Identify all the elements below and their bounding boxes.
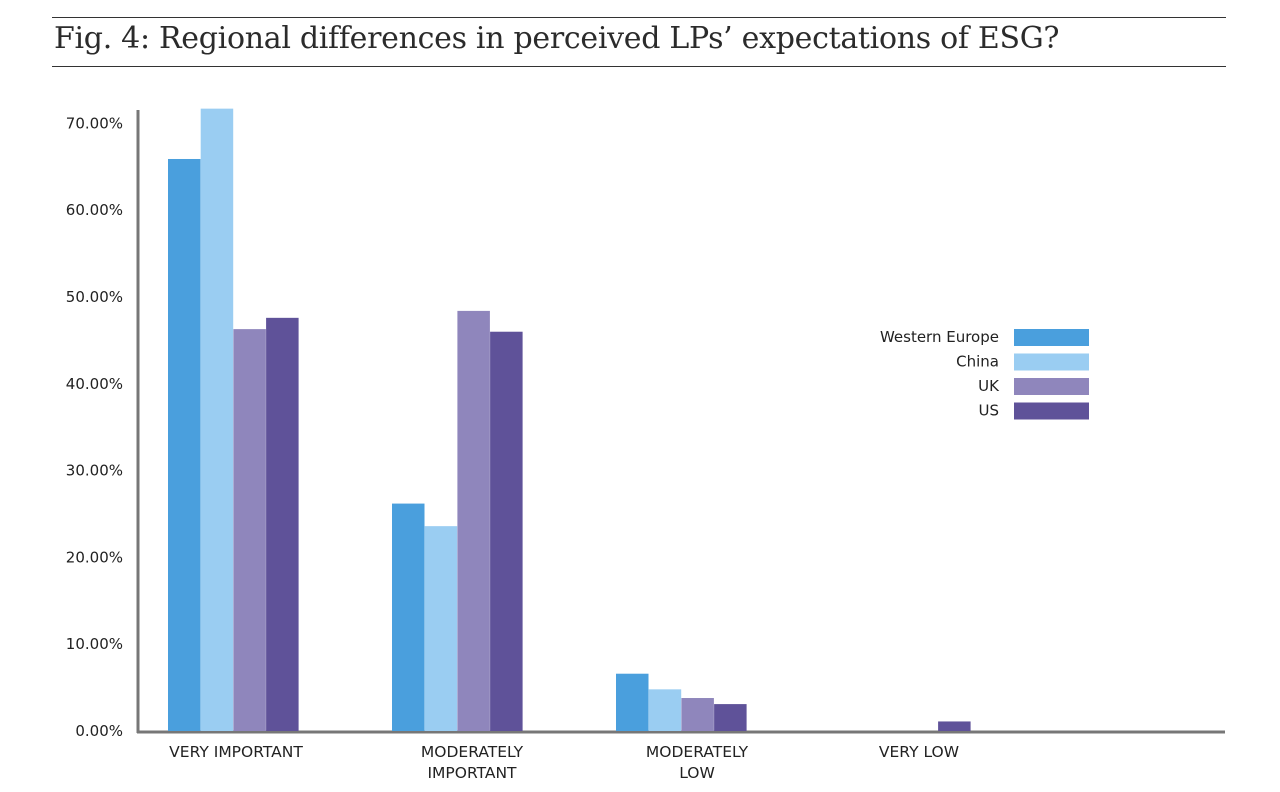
legend-label: Western Europe: [880, 328, 999, 346]
bar: [392, 503, 425, 731]
legend-label: China: [956, 353, 999, 371]
y-tick-label: 60.00%: [66, 201, 123, 219]
legend-label: UK: [978, 377, 1000, 395]
y-tick-label: 10.00%: [66, 635, 123, 653]
y-tick-label: 20.00%: [66, 548, 123, 566]
bar: [266, 317, 299, 731]
y-tick-label: 0.00%: [75, 722, 123, 740]
y-tick-label: 50.00%: [66, 288, 123, 306]
bar: [490, 331, 523, 731]
bar: [714, 704, 747, 731]
x-tick-label: MODERATELY: [421, 743, 524, 761]
bar: [457, 310, 490, 731]
legend-swatch: [1014, 353, 1089, 371]
bar: [648, 689, 682, 731]
bar: [424, 526, 458, 731]
bar: [200, 108, 234, 732]
legend-swatch: [1014, 378, 1089, 395]
x-tick-label: MODERATELY: [646, 743, 749, 761]
bar: [616, 673, 649, 731]
figure-header: Fig. 4: Regional differences in perceive…: [52, 17, 1226, 67]
x-tick-label: VERY LOW: [879, 743, 959, 761]
bar: [938, 721, 971, 731]
bar: [233, 329, 266, 731]
bar: [168, 158, 201, 731]
y-tick-label: 40.00%: [66, 375, 123, 393]
x-tick-label: VERY IMPORTANT: [169, 743, 303, 761]
chart-title: Fig. 4: Regional differences in perceive…: [54, 21, 1060, 56]
legend-swatch: [1014, 402, 1089, 420]
y-tick-label: 30.00%: [66, 462, 123, 480]
legend-swatch: [1014, 329, 1089, 346]
bar: [681, 698, 714, 731]
x-tick-label: IMPORTANT: [427, 764, 517, 782]
y-tick-label: 70.00%: [66, 114, 123, 132]
legend-label: US: [978, 402, 999, 420]
x-tick-label: LOW: [679, 764, 715, 782]
